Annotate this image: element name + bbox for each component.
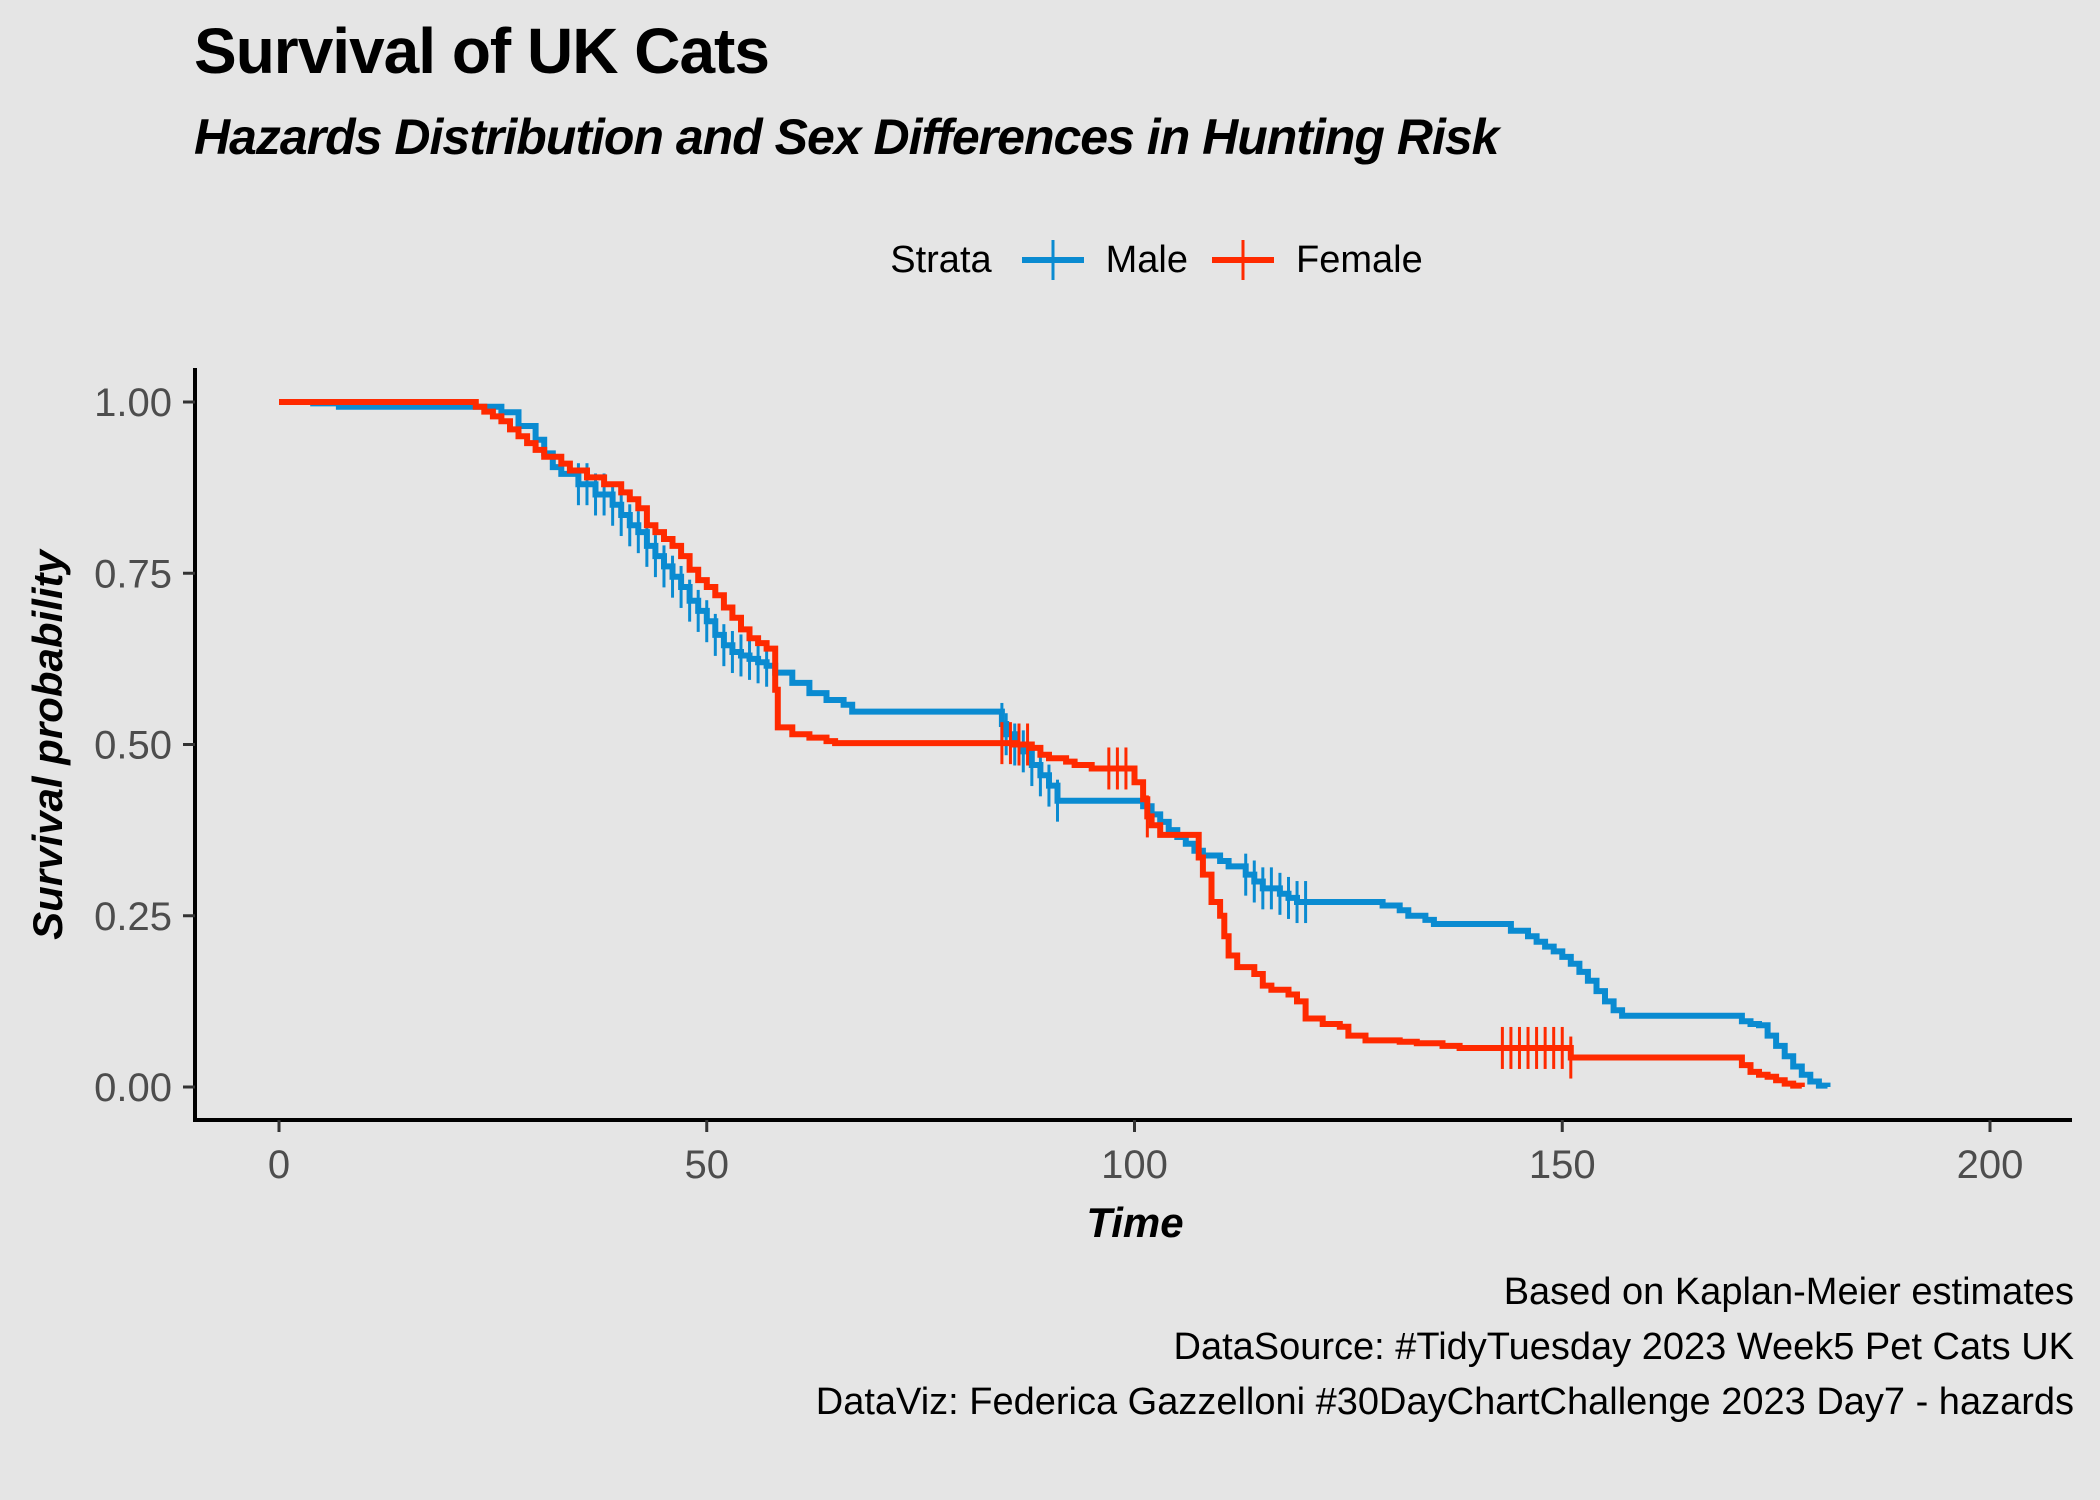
legend: Strata Male Female xyxy=(0,225,2100,295)
caption-line-2: DataSource: #TidyTuesday 2023 Week5 Pet … xyxy=(1173,1326,2075,1368)
x-tick-label-1: 50 xyxy=(685,1143,730,1187)
legend-item-female: Female xyxy=(1210,235,1423,285)
axes xyxy=(193,368,2072,1122)
caption-line-3: DataViz: Federica Gazzelloni #30DayChart… xyxy=(815,1381,2074,1423)
y-tick-label-0: 0.00 xyxy=(94,1066,172,1110)
legend-item-male: Male xyxy=(1020,235,1188,285)
x-tick-label-0: 0 xyxy=(268,1143,290,1187)
legend-label-female: Female xyxy=(1296,238,1423,281)
series-female-line xyxy=(279,399,1805,1089)
y-tick-label-2: 0.50 xyxy=(94,724,172,768)
legend-key-male-icon xyxy=(1021,240,1084,280)
y-axis-label: Survival probability xyxy=(24,547,71,939)
caption: Based on Kaplan-Meier estimates DataSour… xyxy=(816,1265,2074,1430)
y-tick-label-1: 0.25 xyxy=(94,895,172,939)
series-male-line xyxy=(279,399,1831,1089)
x-axis-label: Time xyxy=(1086,1199,1183,1246)
x-tick-label-2: 100 xyxy=(1101,1143,1168,1187)
x-tick-label-4: 200 xyxy=(1957,1143,2024,1187)
legend-title: Strata xyxy=(890,238,992,281)
legend-label-male: Male xyxy=(1105,238,1189,281)
legend-key-female-icon xyxy=(1212,240,1275,280)
y-tick-label-4: 1.00 xyxy=(94,381,172,425)
y-tick-label-3: 0.75 xyxy=(94,552,172,596)
caption-line-1: Based on Kaplan-Meier estimates xyxy=(1503,1271,2074,1313)
chart-title: Survival of UK Cats xyxy=(194,15,770,87)
x-tick-label-3: 150 xyxy=(1529,1143,1596,1187)
chart-subtitle: Hazards Distribution and Sex Differences… xyxy=(194,109,1499,165)
series-female-censor-marks xyxy=(1000,722,1573,1079)
